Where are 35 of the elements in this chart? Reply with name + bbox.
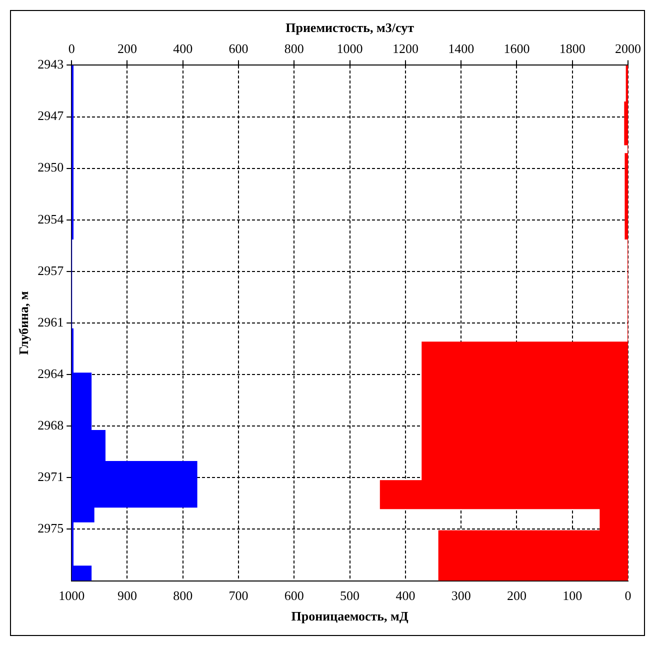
y-tick-label: 2971	[38, 469, 64, 484]
x-tick-label: 400	[396, 588, 416, 604]
x-tick-label: 300	[451, 588, 471, 604]
x2-tick-label: 600	[228, 40, 248, 56]
x2-tick-label: 1800	[559, 40, 586, 56]
y-tick-label: 2947	[38, 108, 64, 124]
y-tick-label: 2957	[38, 262, 64, 278]
x-tick-label: 500	[340, 588, 360, 604]
y-tick-label: 2950	[38, 160, 64, 175]
x2-tick-label: 2000	[615, 40, 641, 56]
y-tick-label: 2964	[38, 366, 64, 381]
y-tick-label: 2954	[38, 211, 64, 226]
x-tick-label: 800	[173, 588, 193, 604]
x2-tick-label: 1400	[448, 40, 474, 56]
x-tick-label: 0	[624, 588, 632, 604]
x-tick-label: 900	[117, 588, 137, 604]
y-axis-title: Глубина, м	[16, 290, 32, 355]
x2-axis-title: Приемистость, м3/сут	[286, 20, 415, 36]
x2-tick-label: 200	[117, 40, 137, 56]
x-axis-title: Проницаемость, мД	[291, 608, 408, 624]
x-tick-label: 600	[284, 588, 304, 604]
x2-tick-label: 1600	[504, 40, 530, 56]
x-tick-label: 1000	[58, 588, 85, 604]
y-tick-label: 2975	[38, 520, 64, 536]
y-tick-label: 2968	[38, 418, 64, 433]
y-tick-label: 2943	[38, 56, 64, 72]
x2-tick-label: 1200	[392, 40, 418, 56]
x2-tick-label: 0	[68, 40, 75, 56]
y-tick-label: 2961	[38, 314, 64, 330]
x2-tick-label: 800	[284, 40, 304, 56]
x2-tick-label: 400	[173, 40, 193, 56]
x-tick-label: 200	[506, 588, 526, 604]
x2-tick-label: 1000	[336, 40, 363, 56]
x-tick-label: 100	[562, 588, 582, 604]
x-tick-label: 700	[228, 588, 248, 604]
